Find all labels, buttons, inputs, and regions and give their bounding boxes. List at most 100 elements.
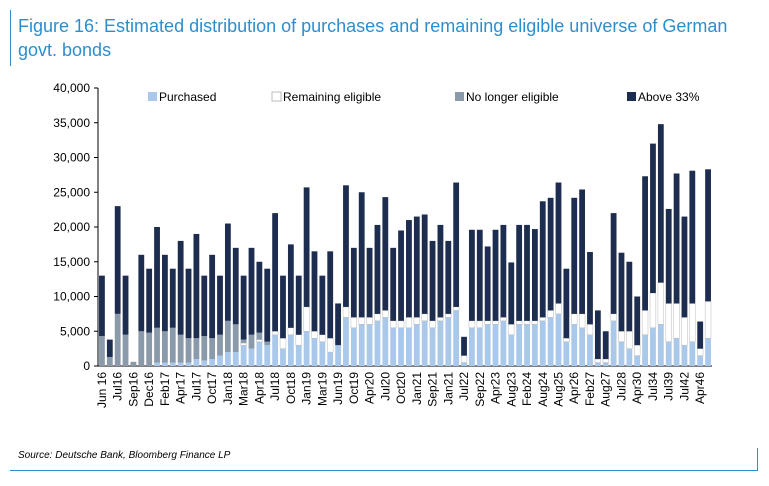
- bar-segment: [547, 197, 554, 311]
- bar-segment: [500, 320, 507, 366]
- x-tick-label: Feb27: [583, 372, 597, 406]
- legend-swatch: [627, 92, 636, 101]
- bar-segment: [484, 320, 491, 325]
- bar-segment: [594, 362, 601, 366]
- x-tick-label: Jul22: [457, 372, 471, 401]
- bar-segment: [649, 292, 657, 329]
- bar-segment: [492, 324, 499, 366]
- bar-segment: [468, 320, 476, 329]
- x-tick-label: Jul17: [189, 372, 203, 401]
- x-tick-label: Oct19: [347, 372, 361, 404]
- bar-segment: [154, 227, 160, 328]
- bar-segment: [209, 359, 216, 366]
- bar-segment: [626, 261, 633, 332]
- bar-segment: [99, 275, 105, 337]
- x-tick-label: Sep21: [426, 372, 440, 407]
- bar-segment: [547, 310, 554, 318]
- bar-segment: [303, 331, 310, 366]
- bar-segment: [413, 216, 420, 318]
- bar-segment: [539, 317, 546, 322]
- bar-segment: [311, 338, 318, 366]
- bar-segment: [476, 320, 483, 329]
- bar-segment: [138, 254, 145, 332]
- y-tick-label: 20,000: [53, 220, 90, 234]
- bar-segment: [492, 229, 499, 321]
- bar-segment: [704, 301, 712, 339]
- bar-segment: [673, 303, 680, 339]
- bar-segment: [114, 206, 121, 314]
- x-tick-label: Jul18: [268, 372, 282, 401]
- y-tick-label: 15,000: [53, 255, 90, 269]
- bar-segment: [303, 187, 310, 307]
- bar-segment: [626, 348, 633, 366]
- bar-segment: [641, 310, 649, 335]
- y-tick-label: 5,000: [60, 324, 90, 338]
- y-tick-label: 10,000: [53, 290, 90, 304]
- y-tick-label: 35,000: [53, 116, 90, 130]
- bar-segment: [256, 261, 263, 333]
- bar-segment: [524, 224, 530, 321]
- bar-segment: [508, 334, 515, 366]
- bar-segment: [539, 320, 546, 366]
- bar-segment: [602, 331, 609, 360]
- bottom-rule: [10, 470, 758, 471]
- bar-segment: [162, 254, 168, 332]
- bar-segment: [264, 268, 271, 342]
- x-tick-label: Jan21: [441, 372, 455, 405]
- bar-segment: [586, 324, 594, 335]
- bar-segment: [138, 331, 145, 366]
- bar-segment: [240, 342, 247, 346]
- bar-segment: [531, 229, 538, 321]
- bar-segment: [335, 345, 341, 366]
- bar-segment: [390, 247, 397, 321]
- bar-segment: [413, 317, 420, 325]
- bar-segment: [232, 324, 239, 353]
- bar-segment: [374, 313, 381, 322]
- bar-segment: [689, 341, 696, 366]
- bar-segment: [193, 233, 200, 339]
- bar-segment: [681, 317, 688, 346]
- bar-segment: [618, 341, 625, 366]
- bar-segment: [232, 247, 239, 325]
- bar-segment: [484, 246, 491, 321]
- bar-segment: [264, 341, 271, 346]
- bar-segment: [311, 251, 318, 332]
- bar-segment: [587, 334, 593, 366]
- bar-segment: [406, 220, 412, 318]
- x-tick-label: Jan18: [221, 372, 235, 405]
- x-tick-label: Aug25: [552, 372, 566, 407]
- bar-segment: [248, 247, 255, 335]
- bar-segment: [697, 321, 704, 349]
- y-tick-label: 25,000: [53, 185, 90, 199]
- bar-segment: [515, 320, 523, 325]
- x-tick-label: Jun 16: [95, 372, 109, 408]
- bar-segment: [437, 317, 444, 322]
- bar-segment: [610, 313, 617, 322]
- bar-segment: [366, 324, 373, 366]
- bar-segment: [319, 275, 326, 335]
- x-tick-label: Apr18: [252, 372, 266, 404]
- bar-segment: [657, 324, 664, 366]
- bar-segment: [547, 317, 554, 366]
- bar-segment: [122, 334, 129, 366]
- bar-segment: [303, 306, 310, 332]
- x-tick-label: Jun19: [331, 372, 345, 405]
- bar-segment: [287, 334, 294, 366]
- bar-segment: [555, 313, 562, 366]
- bar-segment: [272, 334, 279, 366]
- bar-segment: [650, 143, 656, 294]
- bar-segment: [508, 324, 515, 335]
- bar-segment: [413, 324, 420, 366]
- bar-segment: [437, 224, 444, 318]
- bar-segment: [177, 362, 184, 366]
- bar-segment: [177, 334, 184, 363]
- bar-segment: [642, 334, 648, 366]
- bar-segment: [350, 247, 357, 318]
- bar-segment: [469, 229, 475, 321]
- bar-segment: [272, 213, 279, 332]
- bar-segment: [697, 348, 704, 356]
- bar-segment: [531, 320, 539, 325]
- bar-segment: [429, 320, 436, 329]
- x-tick-label: Oct17: [205, 372, 219, 404]
